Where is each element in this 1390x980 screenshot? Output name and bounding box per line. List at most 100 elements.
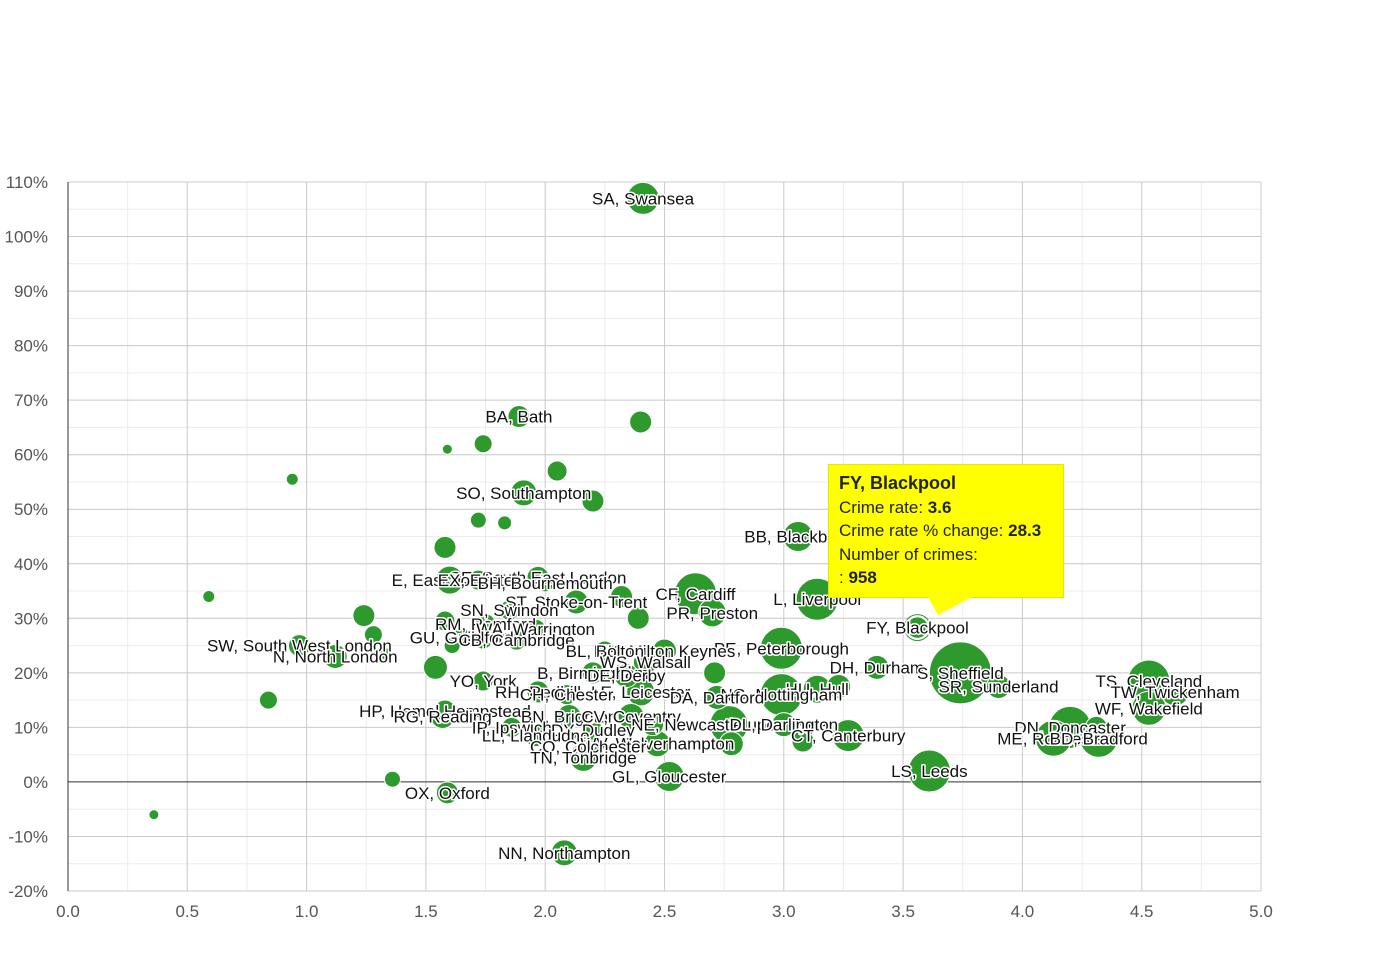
x-tick-label: 1.0 bbox=[295, 902, 319, 921]
bubble bbox=[525, 618, 547, 640]
y-tick-label: 40% bbox=[14, 555, 48, 574]
y-tick-label: 0% bbox=[23, 773, 48, 792]
bubble-label: HU, Hull bbox=[786, 680, 849, 699]
bubble-label: SO, Southampton bbox=[456, 484, 591, 503]
axes: 0.0 0.5 1.0 1.5 2.0 2.5 3.0 3.5 4.0 4.5 5.0 110% 100… bbox=[5, 173, 1273, 921]
bubble-highlight-ring bbox=[903, 614, 931, 642]
bubble-label: DN, Doncaster bbox=[1014, 718, 1126, 737]
bubble bbox=[652, 638, 677, 664]
bubble-label: SR, Sunderland bbox=[939, 677, 1059, 696]
bubble bbox=[469, 511, 487, 529]
bubble bbox=[322, 643, 348, 669]
bubble bbox=[434, 610, 456, 632]
bubble-label: LL, Llandudno bbox=[482, 727, 590, 746]
tooltip-change-value: 28.3 bbox=[1008, 521, 1042, 540]
bubble bbox=[363, 625, 383, 645]
bubble-highlighted bbox=[905, 615, 930, 640]
bubble-label: YO, York bbox=[450, 672, 518, 691]
bubble bbox=[378, 647, 392, 661]
bubble bbox=[507, 405, 531, 429]
bubble bbox=[258, 690, 278, 710]
bubble bbox=[864, 654, 890, 680]
bubble-label: N, North London bbox=[273, 647, 398, 666]
bubble bbox=[594, 640, 616, 662]
bubble bbox=[1160, 677, 1190, 707]
bubble bbox=[782, 521, 814, 552]
bubble-label: CT, Canterbury bbox=[791, 727, 906, 746]
bubble-label: BN, Brighton bbox=[521, 707, 617, 726]
bubble bbox=[826, 673, 852, 699]
y-tick-label: 60% bbox=[14, 446, 48, 465]
bubble bbox=[718, 731, 744, 757]
bubble bbox=[1131, 690, 1167, 726]
bubble bbox=[791, 729, 815, 753]
bubble bbox=[546, 460, 568, 482]
y-tick-label: 10% bbox=[14, 718, 48, 737]
y-tick-label: -10% bbox=[8, 827, 48, 846]
bubble-label: NE, Newcastle upon Tyne bbox=[631, 716, 826, 735]
bubble-label: CO, Colchester bbox=[530, 737, 647, 756]
bubble bbox=[287, 634, 311, 658]
bubble bbox=[467, 569, 489, 591]
bubble bbox=[497, 515, 513, 531]
tooltip-rate-label: Crime rate: bbox=[839, 497, 928, 517]
bubble bbox=[581, 661, 605, 685]
bubble-label: GU, Guildford bbox=[410, 628, 514, 647]
bubble-label: RG, Reading bbox=[393, 707, 491, 726]
bubble bbox=[629, 410, 653, 434]
y-tick-label: 30% bbox=[14, 609, 48, 628]
bubble-label: PE, Peterborough bbox=[714, 639, 849, 658]
bubble bbox=[441, 443, 453, 455]
y-tick-label: 20% bbox=[14, 664, 48, 683]
bubble-label: GL, Gloucester bbox=[612, 767, 727, 786]
bubble-label: PR, Preston bbox=[666, 604, 758, 623]
bubble bbox=[563, 589, 589, 615]
bubble-label: WS, Walsall bbox=[600, 653, 691, 672]
bubble bbox=[498, 599, 520, 621]
bubble bbox=[907, 749, 951, 793]
bubble bbox=[433, 699, 457, 723]
tooltip-count-value: 958 bbox=[848, 568, 877, 587]
bubble bbox=[202, 589, 216, 603]
bubble-label: CH, Chester bbox=[520, 686, 614, 705]
bubble-series bbox=[148, 181, 1190, 867]
bubble-label: LE, Leicester bbox=[591, 683, 691, 702]
bubble-label: ST, Stoke-on-Trent bbox=[505, 593, 647, 612]
bubble-label: CF, Cardiff bbox=[656, 585, 736, 604]
bubble bbox=[759, 626, 803, 670]
bubble bbox=[556, 684, 578, 706]
bubble-label: LS, Leeds bbox=[891, 762, 968, 781]
bubble bbox=[435, 565, 465, 595]
bubble bbox=[473, 630, 493, 650]
bubble bbox=[383, 770, 401, 788]
bubble-label: NG, Nottingham bbox=[720, 686, 842, 705]
bubble-label: WA, Warrington bbox=[476, 620, 595, 639]
bubble bbox=[632, 649, 658, 675]
bubble bbox=[703, 661, 727, 685]
bubble-label: MK, Milton Keynes bbox=[594, 642, 736, 661]
y-tick-label: 80% bbox=[14, 337, 48, 356]
y-tick-label: 50% bbox=[14, 500, 48, 519]
bubble-label: RH, Redhill bbox=[495, 683, 581, 702]
bubble bbox=[831, 719, 865, 753]
x-tick-label: 5.0 bbox=[1249, 902, 1273, 921]
y-tick-label: 90% bbox=[14, 282, 48, 301]
tooltip-count-label: Number of crimes: bbox=[839, 544, 978, 564]
bubble bbox=[626, 606, 650, 630]
bubble bbox=[148, 809, 160, 821]
x-tick-label: 1.5 bbox=[414, 902, 438, 921]
bubble bbox=[433, 535, 457, 559]
bubble-label: TS, Cleveland bbox=[1095, 672, 1202, 691]
x-tick-label: 2.0 bbox=[533, 902, 557, 921]
bubble bbox=[510, 479, 538, 507]
tooltip-pointer bbox=[928, 597, 972, 615]
bubble-labels: SA, Swansea BA, Bath SO, Southampton BB, Bl… bbox=[205, 188, 1241, 864]
tooltip-count-prefix: : bbox=[839, 568, 849, 587]
bubble-label: S, Sheffield bbox=[917, 664, 1004, 683]
y-tick-label: 100% bbox=[5, 228, 48, 247]
bubble-label: SE, South East London bbox=[450, 568, 627, 587]
tooltip-change-row: Crime rate % change: 28.3 bbox=[839, 519, 1053, 543]
tooltip-title: FY, Blackpool bbox=[839, 473, 957, 493]
bubble-label: SN, Swindon bbox=[460, 601, 558, 620]
